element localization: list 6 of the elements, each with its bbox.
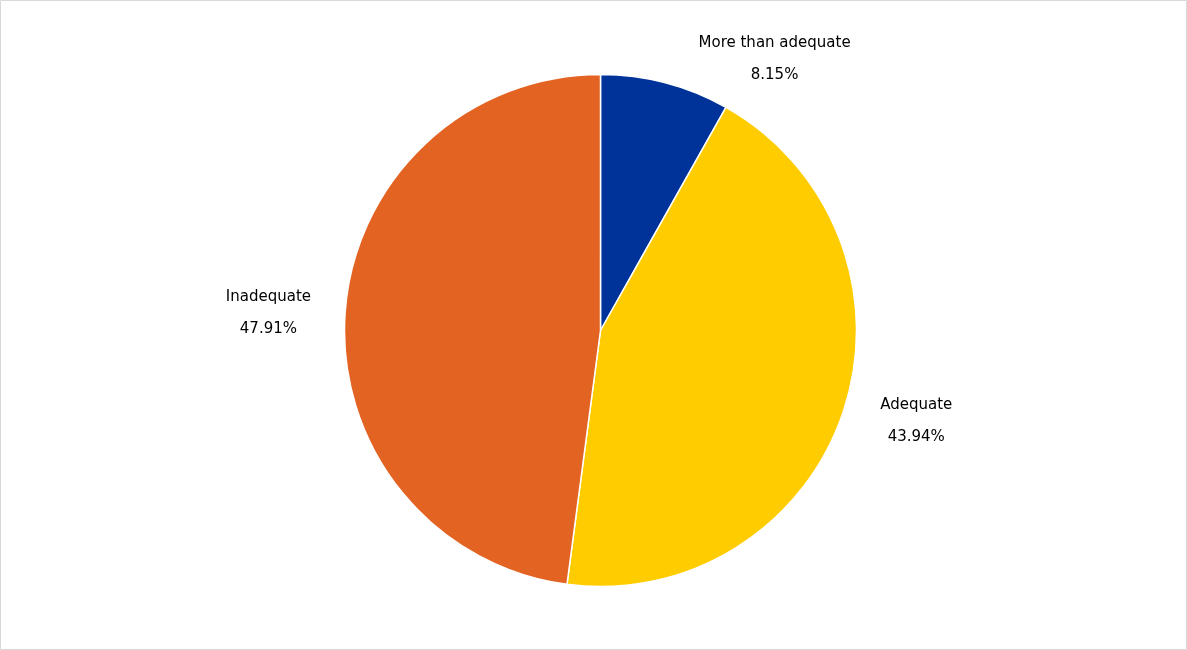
data-label: 8.15% [750,65,799,84]
slice-label: Inadequate [225,287,312,306]
slice-label: More than adequate [698,33,851,52]
slice-label: Adequate [880,394,953,413]
data-label: 47.91% [239,319,298,338]
data-label: 43.94% [887,426,945,445]
